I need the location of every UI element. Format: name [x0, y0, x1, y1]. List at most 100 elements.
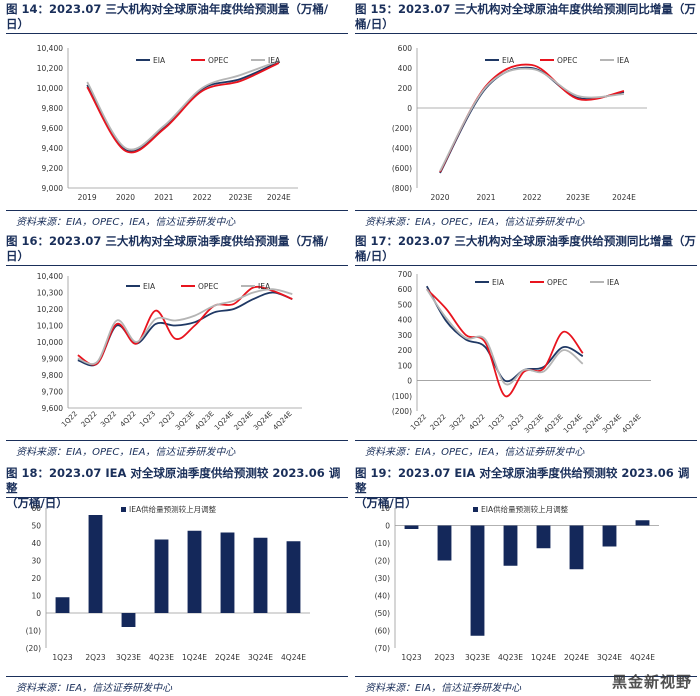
- figure-title: 图 17：2023.07 三大机构对全球原油季度供给预测同比增量（万 桶/日）: [355, 234, 696, 263]
- figure-15: 图 15：2023.07 三大机构对全球原油年度供给预测同比增量（万 桶/日） …: [355, 2, 697, 228]
- series-line-eia: [439, 66, 625, 174]
- x-tick-label: 4Q22: [119, 410, 138, 429]
- y-tick-label: (20): [375, 557, 390, 566]
- bar-3q23e: [121, 613, 136, 627]
- y-tick-label: (200): [392, 124, 412, 133]
- y-tick-label: 10,400: [37, 272, 63, 281]
- title-rule: [355, 265, 697, 266]
- y-tick-label: (30): [375, 574, 390, 583]
- y-tick-label: 10,300: [37, 289, 63, 298]
- x-tick-label: 3Q23E: [523, 413, 545, 435]
- source-rule: [6, 440, 348, 441]
- y-tick-label: 10,100: [37, 322, 63, 331]
- x-tick-label: 3Q24E: [597, 653, 622, 662]
- legend-label: IEA供给量预测较上月调整: [129, 504, 217, 514]
- y-tick-label: (10): [26, 627, 41, 636]
- x-tick-label: 3Q23E: [116, 653, 141, 662]
- x-tick-label: 2019: [78, 193, 97, 202]
- y-tick-label: 100: [398, 361, 413, 370]
- x-tick-label: 4Q23E: [498, 653, 523, 662]
- y-tick-label: (100): [392, 392, 412, 401]
- y-tick-label: 9,700: [42, 388, 64, 397]
- y-tick-label: 10: [31, 592, 41, 601]
- bar-3q23e: [470, 525, 485, 636]
- y-tick-label: 9,800: [42, 104, 64, 113]
- legend-label-iea: IEA: [258, 282, 271, 291]
- y-tick-label: 400: [398, 316, 413, 325]
- title-rule: [6, 33, 348, 34]
- x-tick-label: 1Q22: [409, 413, 428, 432]
- x-tick-label: 2Q23: [85, 653, 105, 662]
- y-tick-label: (20): [26, 644, 41, 653]
- series-line-opec: [426, 288, 584, 398]
- y-tick-label: (10): [375, 539, 390, 548]
- title-rule: [6, 265, 348, 266]
- source-rule: [355, 676, 697, 677]
- source-note: 资料来源：EIA，OPEC，IEA，信达证券研发中心: [365, 217, 585, 228]
- figure-title: 图 14：2023.07 三大机构对全球原油年度供给预测量（万桶/ 日）: [6, 2, 329, 31]
- source-note: 资料来源：EIA，OPEC，IEA，信达证券研发中心: [16, 217, 236, 228]
- x-tick-label: 4Q23E: [543, 413, 565, 435]
- legend-label-iea: IEA: [268, 56, 281, 65]
- x-tick-label: 2Q24E: [215, 653, 240, 662]
- legend-label-opec: OPEC: [557, 56, 577, 65]
- x-tick-label: 2024E: [612, 193, 636, 202]
- x-tick-label: 1Q23: [52, 653, 72, 662]
- source-note: 资料来源：EIA，OPEC，IEA，信达证券研发中心: [16, 447, 236, 458]
- y-tick-label: 9,800: [42, 371, 64, 380]
- y-tick-label: (70): [375, 644, 390, 653]
- title-rule: [355, 497, 697, 498]
- y-tick-label: 10,400: [37, 44, 63, 53]
- y-tick-label: 0: [407, 377, 412, 386]
- x-tick-label: 2021: [154, 193, 173, 202]
- figure-title: 图 16：2023.07 三大机构对全球原油季度供给预测量（万桶/ 日）: [6, 234, 329, 263]
- x-tick-label: 2023E: [229, 193, 253, 202]
- series-line-eia: [426, 285, 584, 383]
- bar-3q24e: [253, 537, 268, 613]
- legend-swatch: [473, 507, 478, 512]
- y-tick-label: 20: [31, 574, 41, 583]
- x-tick-label: 4Q23E: [194, 410, 216, 432]
- figure-title: 图 18：2023.07 IEA 对全球原油季度供给预测较 2023.06 调整…: [6, 466, 341, 510]
- series-line-iea: [426, 288, 584, 386]
- series-line-opec: [86, 62, 280, 154]
- y-tick-label: 9,400: [42, 144, 64, 153]
- x-tick-label: 4Q23E: [149, 653, 174, 662]
- x-tick-label: 1Q23: [401, 653, 421, 662]
- x-tick-label: 1Q24E: [182, 653, 207, 662]
- figure-title: 图 15：2023.07 三大机构对全球原油年度供给预测同比增量（万 桶/日）: [355, 2, 696, 31]
- series-line-iea: [439, 67, 625, 172]
- bar-4q24e: [635, 520, 650, 526]
- y-tick-label: 9,200: [42, 164, 64, 173]
- source-rule: [6, 676, 348, 677]
- x-tick-label: 4Q24E: [621, 413, 643, 435]
- source-rule: [6, 210, 348, 211]
- figure-16: 图 16：2023.07 三大机构对全球原油季度供给预测量（万桶/ 日） 9,6…: [6, 234, 348, 460]
- bar-2q23: [437, 525, 452, 561]
- x-tick-label: 4Q24E: [630, 653, 655, 662]
- legend-label-eia: EIA: [143, 282, 156, 291]
- x-tick-label: 2020: [116, 193, 135, 202]
- title-rule: [355, 33, 697, 34]
- y-tick-label: 30: [31, 557, 41, 566]
- y-tick-label: 50: [31, 522, 41, 531]
- source-rule: [355, 440, 697, 441]
- chart-19-svg: (70) (60) (50) (40) (30) (20) (10) 0 10 1Q23 2Q23 3…: [375, 504, 659, 662]
- x-tick-label: 4Q24E: [281, 653, 306, 662]
- y-tick-label: 9,600: [42, 124, 64, 133]
- x-tick-label: 3Q22: [448, 413, 467, 432]
- x-tick-label: 3Q23E: [465, 653, 490, 662]
- legend-label-eia: EIA: [502, 56, 515, 65]
- chart-14-svg: 9,000 9,200 9,400 9,600 9,800 10,000 10,200 10,…: [37, 44, 298, 202]
- figure-18: 图 18：2023.07 IEA 对全球原油季度供给预测较 2023.06 调整…: [6, 466, 348, 694]
- bar-1q24e: [187, 530, 202, 613]
- y-tick-label: 200: [398, 84, 413, 93]
- y-tick-label: (800): [392, 184, 412, 193]
- x-tick-label: 3Q23E: [174, 410, 196, 432]
- x-tick-label: 2Q24E: [564, 653, 589, 662]
- bar-2q24e: [220, 532, 235, 613]
- y-tick-label: 10,000: [37, 338, 63, 347]
- y-tick-label: 10,200: [37, 64, 63, 73]
- figure-title: 图 19：2023.07 EIA 对全球原油季度供给预测较 2023.06 调整…: [355, 466, 690, 510]
- source-note: 资料来源：IEA，信达证券研发中心: [16, 683, 173, 694]
